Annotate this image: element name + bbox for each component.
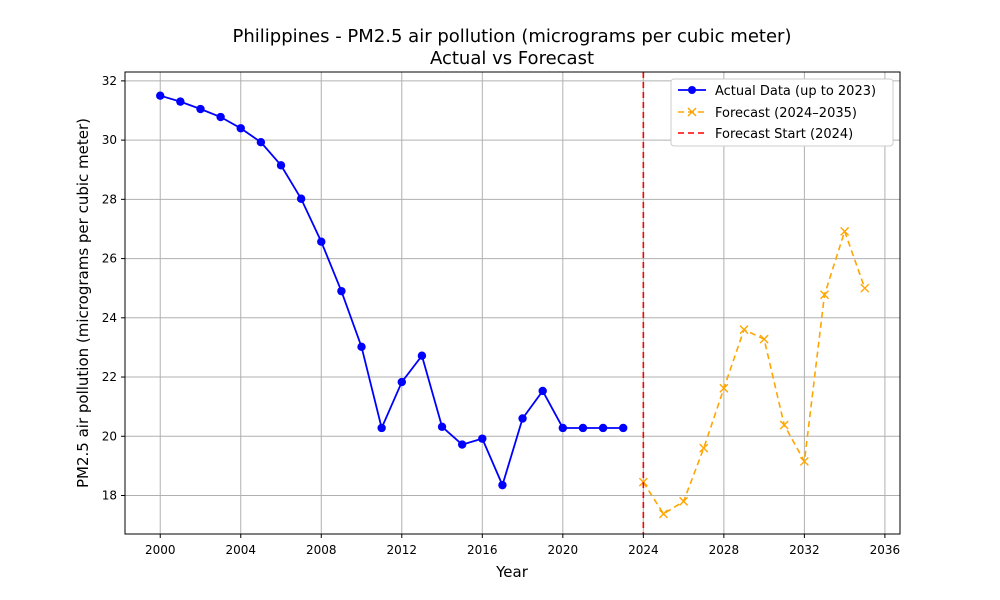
- forecast-data-point: [719, 383, 729, 393]
- forecast-data-point: [840, 226, 850, 236]
- legend-forecast-marker: [687, 107, 697, 117]
- actual-data-point: [478, 434, 487, 443]
- actual-data-point: [216, 112, 225, 122]
- x-axis-title: Year: [495, 563, 529, 581]
- x-tick-label: 2036: [870, 543, 901, 557]
- x-tick-label: 2028: [709, 543, 740, 557]
- actual-series-line: [159, 94, 624, 488]
- actual-data-point: [558, 423, 568, 433]
- x-tick-label: 2008: [306, 543, 337, 557]
- y-tick-label: 32: [102, 74, 117, 88]
- forecast-data-point: [860, 283, 870, 293]
- actual-data-point: [578, 423, 588, 433]
- actual-data-point: [357, 342, 366, 352]
- actual-data-point: [518, 414, 527, 423]
- forecast-data-point: [679, 496, 689, 506]
- y-tick-label: 28: [102, 192, 117, 206]
- forecast-series-line: [642, 228, 866, 515]
- actual-data-point: [397, 377, 406, 387]
- legend-box: [670, 78, 894, 147]
- legend-actual-label: Actual Data (up to 2023): [715, 84, 876, 99]
- y-tick-label: 18: [102, 489, 117, 503]
- y-tick-label: 26: [102, 252, 117, 266]
- forecast-data-point: [739, 325, 749, 335]
- legend: Actual Data (up to 2023) Forecast (2024–…: [670, 78, 894, 147]
- forecast-data-point: [799, 456, 809, 466]
- axis-ticks: 2000 2004 2008 2012 2016 2020 2024 2028 2032 2036…: [102, 74, 900, 557]
- y-tick-label: 20: [102, 429, 117, 443]
- y-axis-title: PM2.5 air pollution (micrograms per cubi…: [74, 118, 92, 488]
- actual-data-point: [538, 386, 547, 396]
- y-tick-label: 22: [102, 370, 117, 384]
- actual-data-point: [498, 480, 507, 490]
- actual-data-point: [598, 423, 608, 433]
- forecast-data-point: [820, 290, 830, 300]
- actual-data-point: [337, 286, 346, 296]
- x-tick-label: 2024: [628, 543, 659, 557]
- x-tick-label: 2016: [467, 543, 498, 557]
- actual-data-point: [236, 124, 245, 133]
- forecast-data-point: [759, 334, 769, 344]
- actual-data-point: [377, 423, 386, 433]
- y-tick-label: 30: [102, 133, 117, 147]
- plot-frame: [124, 71, 901, 535]
- forecast-data-point: [699, 443, 709, 453]
- x-tick-label: 2012: [387, 543, 418, 557]
- x-tick-label: 2032: [789, 543, 820, 557]
- actual-data-point: [176, 97, 185, 106]
- chart-subtitle: Actual vs Forecast: [430, 48, 594, 69]
- actual-data-point: [317, 237, 326, 246]
- forecast-data-point: [658, 509, 668, 519]
- plot-data: [156, 72, 870, 534]
- legend-vline-label: Forecast Start (2024): [715, 127, 853, 142]
- actual-data-point: [619, 423, 628, 433]
- actual-data-point: [156, 91, 165, 100]
- chart-title: Philippines - PM2.5 air pollution (micro…: [233, 26, 792, 47]
- x-tick-label: 2020: [548, 543, 579, 557]
- actual-data-point: [296, 194, 306, 203]
- legend-actual-marker: [688, 86, 696, 94]
- y-tick-label: 24: [102, 311, 117, 325]
- x-tick-label: 2004: [225, 543, 256, 557]
- forecast-data-point: [779, 420, 789, 430]
- actual-data-point: [457, 440, 467, 449]
- x-tick-label: 2000: [145, 543, 176, 557]
- actual-data-point: [437, 422, 447, 431]
- actual-data-point: [417, 351, 427, 360]
- actual-data-point: [276, 161, 286, 170]
- actual-data-point: [256, 137, 266, 147]
- grid: [125, 72, 900, 534]
- legend-forecast-label: Forecast (2024–2035): [715, 106, 857, 121]
- actual-data-point: [196, 104, 205, 114]
